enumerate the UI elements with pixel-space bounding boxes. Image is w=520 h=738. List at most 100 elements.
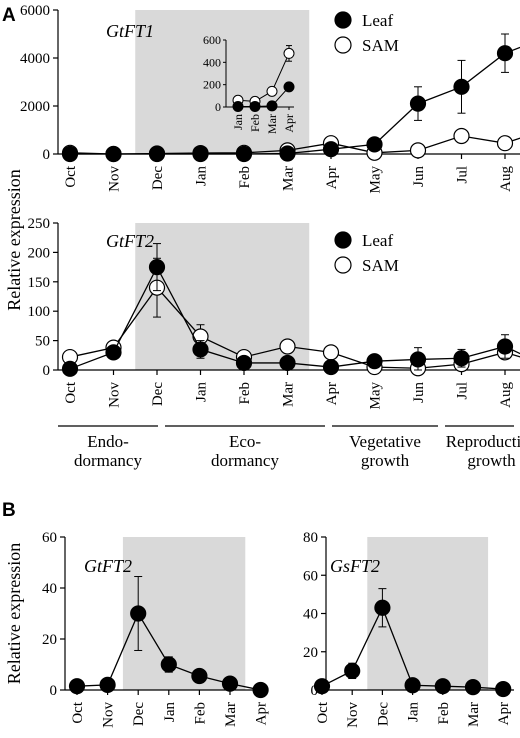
b2-y-tick-label-2: 40: [303, 607, 318, 623]
a2-series-leaf-point-6: [322, 358, 340, 376]
b2-x-tick-label-5: Mar: [466, 702, 482, 727]
a1-series-leaf-point-7: [366, 136, 383, 153]
a2-series-leaf-point-4: [235, 354, 253, 372]
b2-series-leaf-point-2: [374, 599, 391, 616]
a1-x-tick-label-0: Oct: [63, 165, 79, 187]
a1-gene-label: GtFT1: [106, 21, 154, 41]
a1-series-leaf-point-1: [105, 145, 122, 163]
a2-x-tick-label-7: May: [368, 382, 384, 410]
stage-label-3-1: growth: [467, 451, 516, 470]
a1-y-tick-label-2: 4000: [20, 51, 50, 67]
inset-series-sam-line: [237, 53, 290, 102]
b2-series-leaf-point-4: [434, 678, 451, 695]
a1-y-axis-title: Relative expression: [4, 169, 24, 310]
a2-legend-leaf-marker: [334, 231, 352, 249]
b1-y-axis-title: Relative expression: [4, 543, 24, 684]
inset-series-leaf-point-2: [266, 100, 278, 112]
a2-x-tick-label-2: Dec: [150, 382, 166, 406]
a2-y-tick-label-2: 100: [28, 304, 51, 320]
a1-series-leaf-point-6: [322, 141, 340, 158]
b1-y-tick-label-3: 60: [42, 530, 57, 546]
a2-x-tick-label-6: Apr: [324, 382, 340, 405]
a1-x-tick-label-9: Jul: [455, 166, 471, 184]
a2-series-leaf-point-5: [279, 354, 296, 372]
a2-series-leaf-point-1: [105, 344, 122, 361]
a2-x-tick-label-8: Jun: [411, 382, 427, 403]
a1-x-tick-label-8: Jun: [411, 166, 427, 187]
b1-y-tick-label-1: 20: [42, 632, 57, 648]
b2-series-leaf-point-5: [464, 679, 482, 696]
inset-y-tick-label-0: 0: [215, 100, 221, 114]
inset-series-leaf-point-0: [232, 100, 244, 112]
a1-shaded-region: [135, 10, 310, 154]
a2-series-leaf-point-2: [148, 259, 166, 276]
b1-x-tick-label-1: Nov: [101, 702, 117, 728]
inset-y-tick-label-1: 200: [203, 78, 221, 92]
b2-gene-label: GsFT2: [330, 556, 380, 576]
a1-x-tick-label-3: Jan: [194, 166, 210, 186]
a2-y-tick-label-0: 0: [43, 363, 51, 379]
stage-label-0-1: dormancy: [74, 451, 142, 470]
a1-y-tick-label-0: 0: [43, 147, 51, 163]
a2-y-tick-label-5: 250: [28, 216, 51, 232]
b1-gene-label: GtFT2: [84, 556, 132, 576]
a1-x-tick-label-10: Aug: [498, 166, 514, 192]
a2-series-leaf-point-0: [61, 360, 79, 377]
b1-x-tick-label-5: Mar: [223, 702, 239, 727]
b1-y-tick-label-2: 40: [42, 581, 57, 597]
b1-x-tick-label-6: Apr: [254, 702, 270, 725]
b2-x-tick-label-4: Feb: [436, 702, 452, 725]
a2-gene-label: GtFT2: [106, 231, 154, 251]
a2-series-leaf-point-8: [409, 351, 427, 368]
a2-y-tick-label-4: 200: [28, 245, 51, 261]
stage-label-1-1: dormancy: [211, 451, 279, 470]
inset-x-tick-label-3: Apr: [282, 114, 296, 133]
a1-legend-leaf-marker: [334, 11, 352, 29]
chart-gtft2-seasonal: 0 50 100 150 200 250 Oct Nov Dec Jan Feb Mar Apr May J…: [28, 216, 520, 410]
b2-y-tick-label-4: 80: [303, 530, 318, 546]
a2-series-sam-point-6: [322, 344, 340, 361]
inset-series-sam-point-2: [266, 85, 278, 97]
a2-x-tick-label-1: Nov: [107, 382, 123, 408]
b2-x-tick-label-3: Jan: [406, 702, 422, 722]
chart-b-gtft2: 0 20 40 60 Oct Nov Dec Jan Feb Mar Apr Relative exp…: [4, 530, 270, 728]
a1-legend-leaf-label: Leaf: [362, 11, 393, 30]
b2-x-tick-label-0: Oct: [315, 701, 331, 723]
a1-x-tick-label-6: Apr: [324, 166, 340, 189]
a1-x-tick-label-1: Nov: [107, 166, 123, 192]
a1-series-leaf-point-5: [279, 145, 296, 162]
a2-series-sam-point-5: [279, 338, 296, 355]
b2-y-tick-label-1: 20: [303, 645, 318, 661]
stage-annotations: Endo-dormancyEco-dormancyVegetativegrowt…: [58, 425, 520, 470]
a2-legend-sam-marker: [334, 256, 352, 274]
a1-y-tick-label-3: 6000: [20, 3, 50, 19]
inset-y-tick-label-3: 600: [203, 33, 221, 47]
b1-y-tick-label-0: 0: [50, 683, 58, 699]
a1-legend-sam-marker: [334, 36, 352, 54]
a2-series-leaf-point-9: [453, 350, 470, 367]
b1-series-leaf-point-2: [130, 605, 147, 622]
a1-legend-sam-label: SAM: [362, 36, 399, 55]
a1-series-sam-point-8: [409, 142, 427, 159]
a2-x-tick-label-10: Aug: [498, 382, 514, 408]
a2-series-leaf-point-7: [366, 353, 383, 370]
inset-series-sam-point-3: [283, 47, 295, 59]
inset-y-tick-label-2: 400: [203, 55, 221, 69]
a2-legend-leaf-label: Leaf: [362, 231, 393, 250]
a1-series-leaf-point-0: [61, 145, 79, 163]
inset-x-tick-label-1: Feb: [248, 114, 262, 132]
b1-series-leaf-point-5: [221, 675, 239, 692]
b2-series-leaf-point-6: [495, 680, 512, 698]
panel-letter-a: A: [2, 5, 16, 26]
inset-x-tick-label-2: Mar: [265, 114, 279, 134]
a1-series-sam-point-9: [453, 127, 470, 145]
a2-series-leaf-point-3: [192, 341, 209, 358]
a1-series-leaf-point-10: [496, 45, 514, 62]
b2-y-tick-label-3: 60: [303, 568, 318, 584]
a2-series-leaf-point-10: [496, 338, 514, 355]
b2-x-tick-label-6: Apr: [496, 702, 512, 725]
a2-x-tick-label-5: Mar: [281, 382, 297, 407]
b1-series-leaf-point-3: [160, 656, 177, 673]
a1-x-tick-label-7: May: [368, 166, 384, 194]
